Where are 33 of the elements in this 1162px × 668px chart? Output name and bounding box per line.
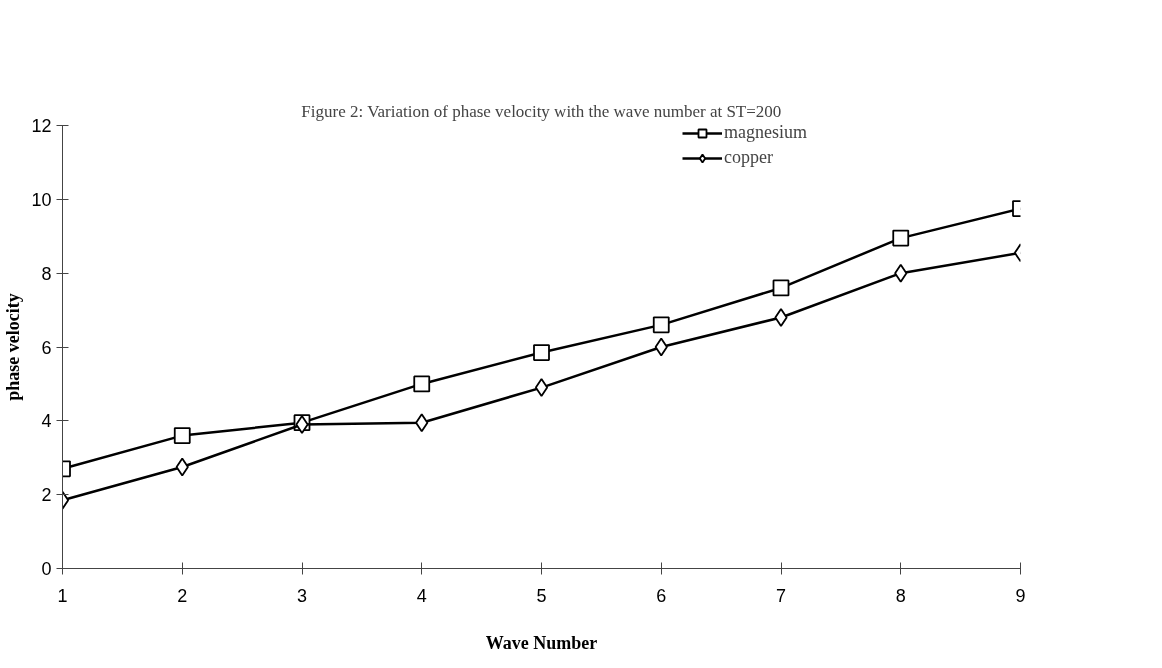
x-tick-label: 8	[895, 585, 906, 606]
point	[533, 344, 550, 361]
y-tick-label: 0	[41, 559, 52, 579]
point	[892, 229, 910, 247]
point	[173, 427, 191, 444]
x-tick-label: 5	[536, 585, 547, 606]
x-tick-label: 1	[57, 585, 68, 606]
chart-title: Figure 2: Variation of phase velocity with the wave number at ST=200	[301, 101, 782, 121]
point	[652, 316, 670, 334]
x-tick-label: 2	[177, 585, 188, 606]
x-axis-title: Wave Number	[485, 632, 598, 653]
legend-label: copper	[724, 147, 773, 168]
y-tick-label: 6	[41, 337, 52, 358]
x-tick-label: 7	[775, 585, 787, 606]
point	[413, 375, 431, 393]
x-tick-label: 3	[296, 585, 308, 606]
y-tick-label: 4	[41, 411, 52, 432]
point	[774, 308, 788, 327]
point	[175, 457, 189, 477]
x-tick-label: 4	[416, 585, 427, 606]
x-tick-label: 9	[1015, 585, 1026, 606]
point	[772, 279, 790, 297]
point	[415, 413, 429, 433]
point	[654, 337, 668, 357]
point	[894, 263, 908, 283]
x-tick-label: 6	[656, 585, 667, 606]
legend-label: magnesium	[724, 124, 807, 143]
y-tick-label: 2	[41, 485, 52, 506]
y-tick-label: 10	[31, 189, 52, 210]
y-tick-label: 8	[41, 263, 52, 284]
point	[534, 378, 549, 398]
y-tick-label: 12	[31, 116, 52, 136]
y-axis-title: phase velocity	[3, 293, 24, 401]
